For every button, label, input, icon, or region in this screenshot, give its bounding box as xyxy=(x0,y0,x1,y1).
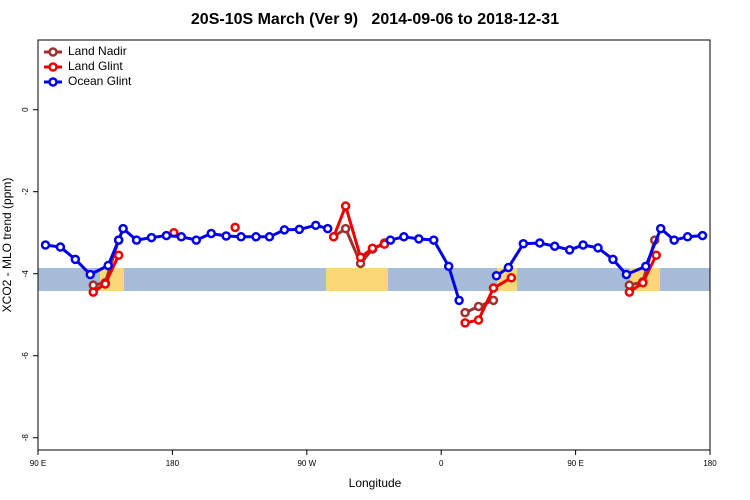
y-tick-label: -4 xyxy=(21,270,30,278)
x-tick-label: 90 E xyxy=(30,459,46,468)
data-point xyxy=(460,307,470,318)
data-point xyxy=(279,225,290,235)
data-point xyxy=(488,295,499,306)
data-point xyxy=(641,261,651,272)
data-point xyxy=(85,269,96,280)
data-point xyxy=(40,240,51,250)
x-tick-label: 90 W xyxy=(297,459,316,468)
data-point xyxy=(161,230,172,241)
data-point xyxy=(454,295,464,306)
data-point xyxy=(506,273,517,283)
data-point xyxy=(113,235,124,245)
data-point xyxy=(340,223,351,234)
x-tick-label: 90 E xyxy=(567,459,583,468)
land-band xyxy=(326,268,388,291)
data-point xyxy=(340,201,351,211)
y-tick-label: 0 xyxy=(21,107,30,112)
data-point xyxy=(118,223,128,234)
y-tick-label: -6 xyxy=(21,352,30,360)
data-point xyxy=(206,228,216,239)
data-point xyxy=(230,222,240,233)
data-point xyxy=(294,224,305,235)
legend-marker xyxy=(48,77,58,87)
data-point xyxy=(176,232,187,242)
legend-marker xyxy=(48,62,58,72)
data-point xyxy=(414,234,424,244)
data-point xyxy=(322,223,333,234)
data-point xyxy=(460,318,470,328)
legend-label: Land Glint xyxy=(68,59,123,73)
data-point xyxy=(651,250,661,260)
data-point xyxy=(549,241,560,251)
data-point xyxy=(428,235,439,245)
series-line xyxy=(92,204,658,325)
data-point xyxy=(264,232,275,242)
data-point xyxy=(503,262,514,273)
data-point xyxy=(367,243,378,254)
data-point xyxy=(88,287,99,297)
data-point xyxy=(113,250,124,260)
data-point xyxy=(655,223,666,234)
data-point xyxy=(221,231,231,241)
x-tick-label: 0 xyxy=(439,459,444,468)
data-point xyxy=(103,260,113,271)
data-point xyxy=(55,242,66,252)
data-point xyxy=(473,301,484,312)
data-point xyxy=(146,232,157,243)
data-point xyxy=(593,243,603,253)
data-point xyxy=(100,279,110,289)
data-point xyxy=(328,232,339,242)
data-point xyxy=(473,315,484,325)
data-point xyxy=(236,232,246,242)
data-point xyxy=(535,238,545,248)
x-axis-label: Longitude xyxy=(349,476,402,490)
data-point xyxy=(443,261,454,272)
surface-mask xyxy=(38,268,710,291)
data-point xyxy=(251,232,261,242)
chart-title: 20S-10S March (Ver 9) 2014-09-06 to 2018… xyxy=(191,11,559,28)
data-point xyxy=(578,240,588,250)
x-tick-label: 180 xyxy=(166,459,180,468)
data-point xyxy=(669,235,679,245)
data-point xyxy=(131,235,142,245)
y-axis-label: XCO2 - MLO trend (ppm) xyxy=(0,178,14,313)
data-point xyxy=(70,254,81,265)
data-point xyxy=(638,277,648,288)
legend-label: Land Nadir xyxy=(68,44,127,58)
data-point xyxy=(399,232,409,242)
data-point xyxy=(491,271,502,281)
data-point xyxy=(311,220,321,231)
legend-label: Ocean Glint xyxy=(68,74,132,88)
data-point xyxy=(191,235,202,245)
data-point xyxy=(488,283,499,293)
data-point xyxy=(624,287,635,297)
plot-frame xyxy=(37,39,711,451)
x-tick-label: 180 xyxy=(703,459,717,468)
y-tick-label: -2 xyxy=(21,188,30,196)
legend-marker xyxy=(48,47,58,57)
data-point xyxy=(697,230,708,241)
data-point xyxy=(682,232,693,242)
data-point xyxy=(621,269,632,280)
data-point xyxy=(385,235,396,245)
data-point xyxy=(608,254,618,265)
data-point xyxy=(355,252,366,263)
data-point xyxy=(518,239,529,249)
data-point xyxy=(564,245,575,255)
y-tick-label: -8 xyxy=(21,434,30,442)
data-point xyxy=(379,239,390,249)
